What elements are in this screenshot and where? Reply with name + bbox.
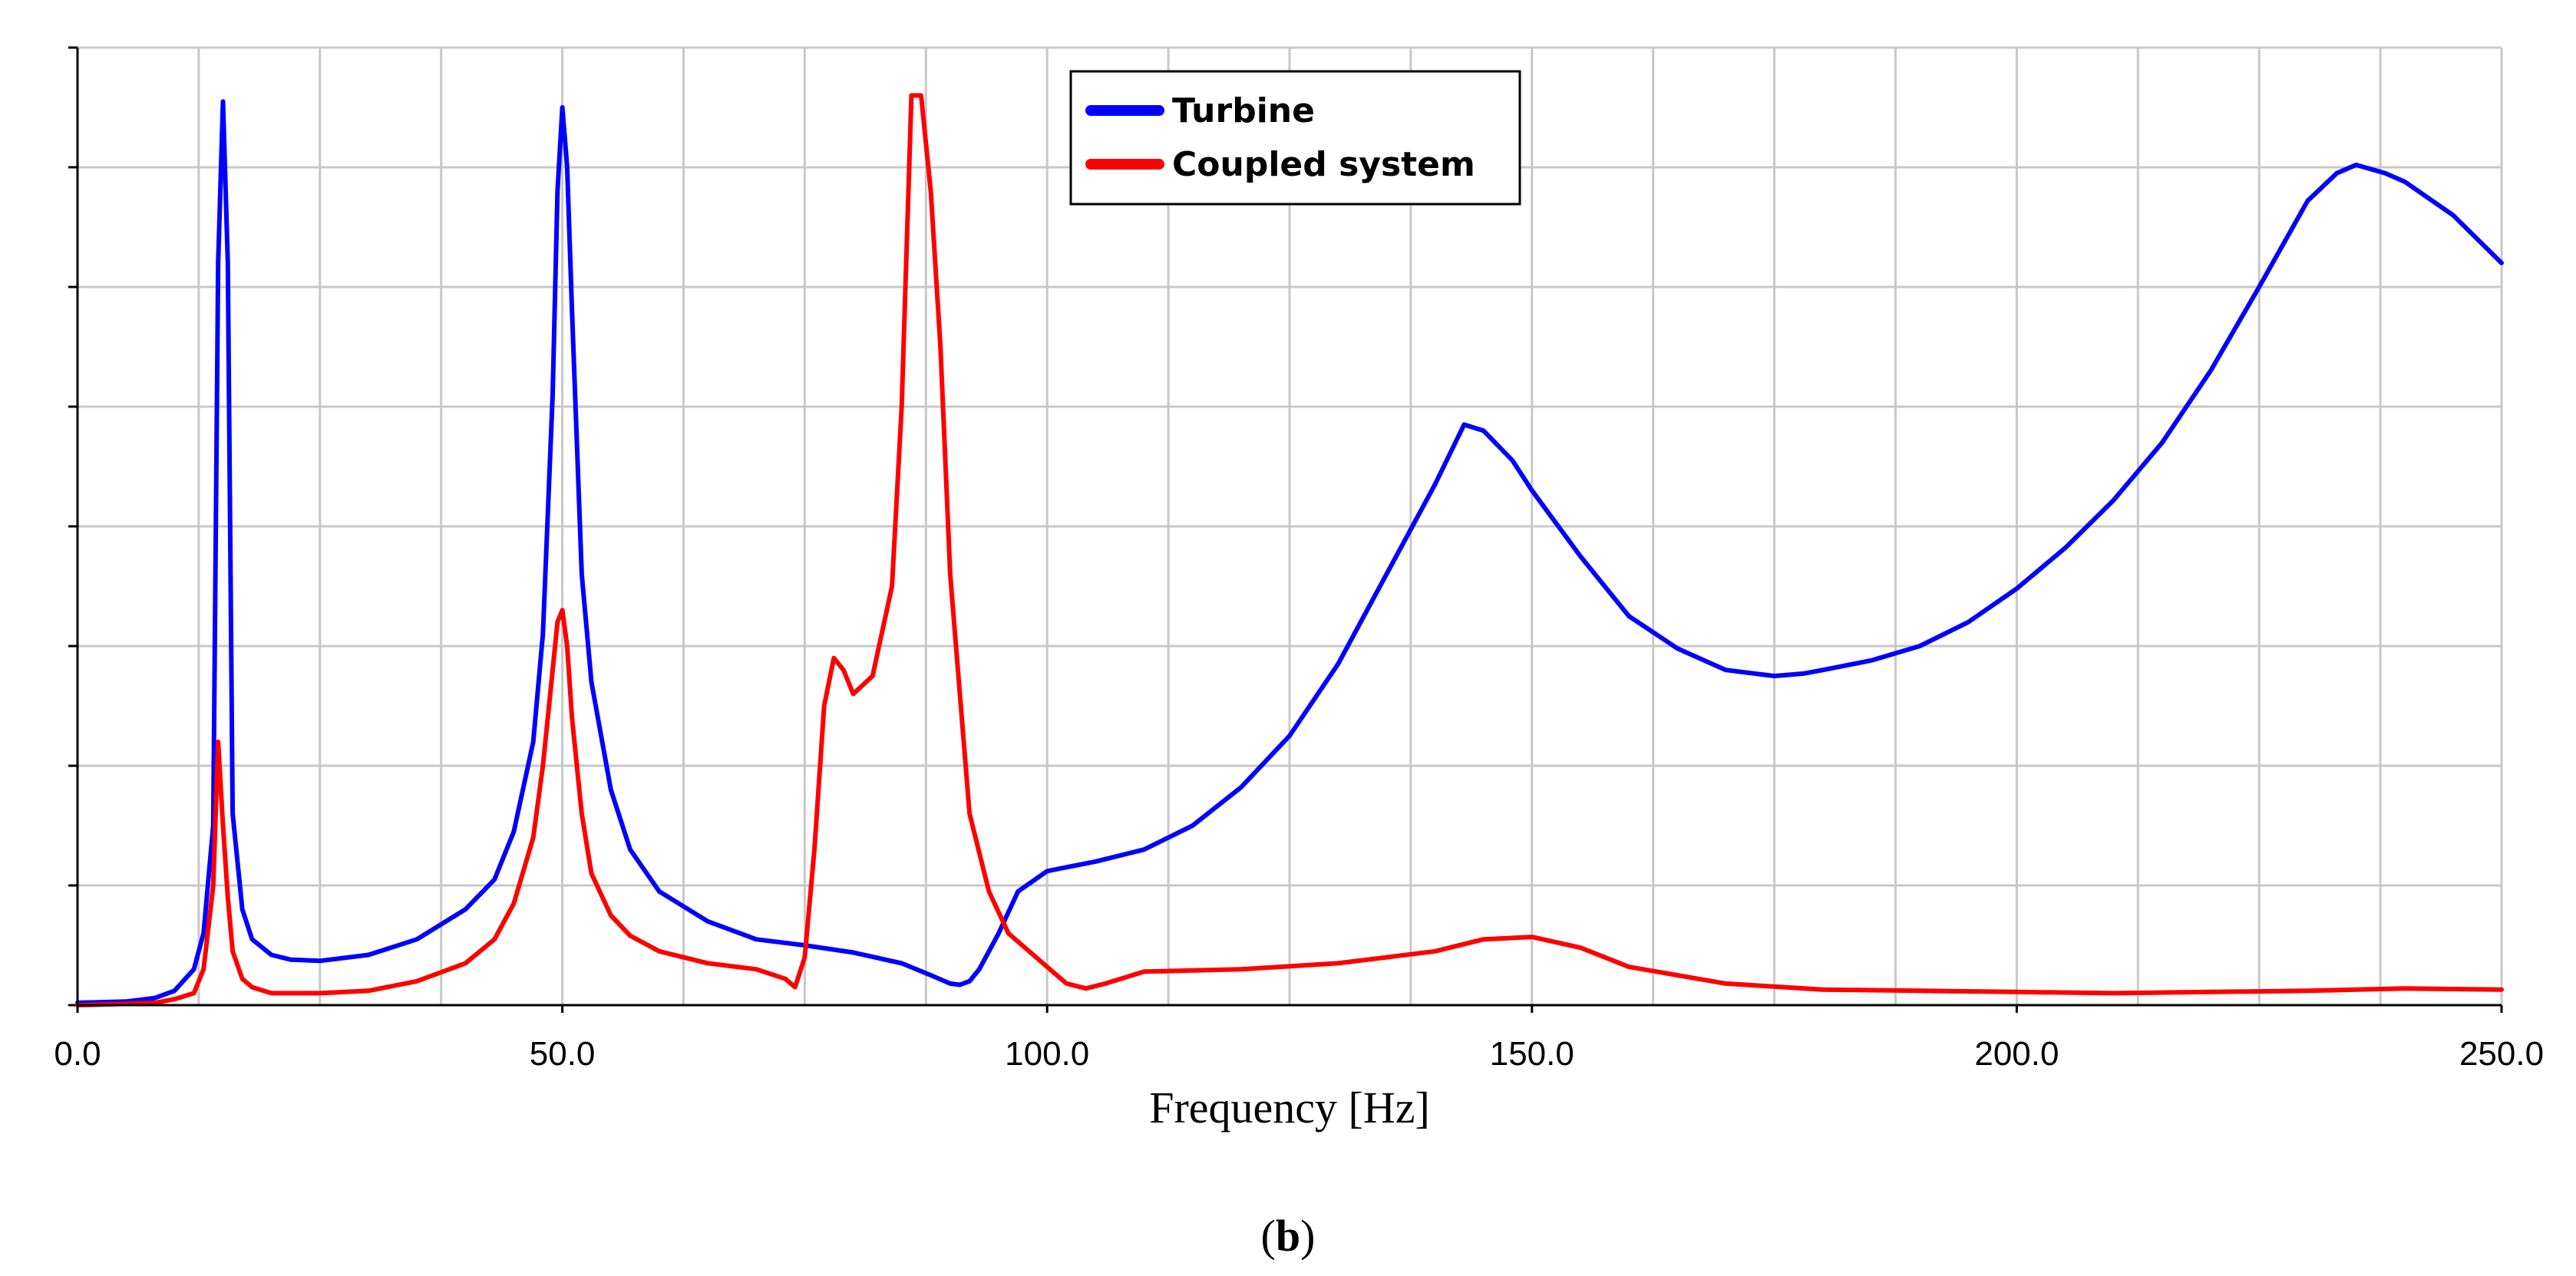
legend: Turbine Coupled system xyxy=(1069,70,1521,206)
legend-box xyxy=(1069,70,1521,206)
series-line-coupled-system xyxy=(75,93,2504,1007)
x-axis-title: Frequency [Hz] xyxy=(1149,1083,1430,1133)
figure-caption: (b) xyxy=(1261,1211,1316,1261)
caption-open-paren: ( xyxy=(1261,1211,1276,1261)
legend-label-coupled-system: Coupled system xyxy=(1172,145,1475,184)
legend-label-turbine: Turbine xyxy=(1172,91,1315,130)
x-tick-label: 0.0 xyxy=(54,1035,101,1073)
caption-close-paren: ) xyxy=(1300,1211,1315,1261)
x-tick-label: 250.0 xyxy=(2459,1035,2544,1073)
x-tick-label: 100.0 xyxy=(1005,1035,1089,1073)
x-tick-label: 150.0 xyxy=(1490,1035,1574,1073)
caption-letter: b xyxy=(1276,1211,1300,1261)
x-tick-label: 200.0 xyxy=(1974,1035,2059,1073)
series-line-turbine xyxy=(75,99,2504,1005)
y-axis-ticks xyxy=(68,46,78,1007)
x-tick-label: 50.0 xyxy=(530,1035,596,1073)
series-lines xyxy=(75,93,2504,1007)
x-tick-labels: 0.0 50.0 100.0 150.0 200.0 250.0 xyxy=(54,1005,2544,1073)
